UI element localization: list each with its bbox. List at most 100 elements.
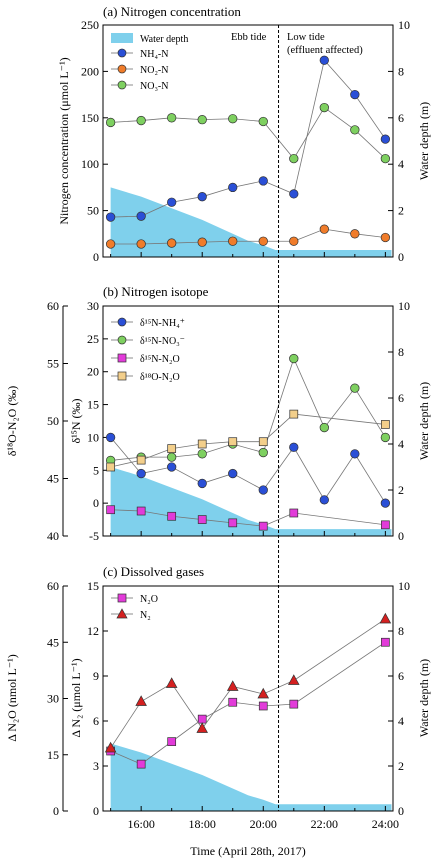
ytick-outer-label-b-3: 55 xyxy=(47,357,59,371)
point-b-3-2 xyxy=(167,444,177,453)
point-b-1-3 xyxy=(197,449,207,459)
ytick-left-label-c-4: 12 xyxy=(87,624,99,638)
point-b-2-1 xyxy=(136,506,146,516)
point-c-0-1 xyxy=(136,759,146,769)
legend-d18o-n2o-label: δ¹⁸O-N₂O xyxy=(140,372,180,383)
series-line-a-2 xyxy=(110,107,386,160)
ytick-outer-label-c-1: 15 xyxy=(47,748,59,762)
panel-a-water-area xyxy=(110,187,392,257)
point-b-0-7 xyxy=(319,495,329,505)
point-b-3-7 xyxy=(381,420,390,429)
point-b-3-3 xyxy=(197,439,207,449)
panel-a-ticks: 0 50 100 150 200 250 0 2 4 6 8 10 xyxy=(81,18,410,264)
panel-a-ylabel: Nitrogen concentration (μmol L⁻¹) xyxy=(57,57,71,224)
point-a-0-3 xyxy=(197,192,207,202)
panel-c-series xyxy=(104,612,392,769)
point-a-2-9 xyxy=(380,153,391,164)
legend-d18o-n2o-marker xyxy=(117,371,127,381)
series-line-a-1 xyxy=(110,228,386,245)
panel-b-ticks: -5 0 5 10 15 20 25 30 0 2 4 6 8 10 40 45 50 55 60 xyxy=(47,299,410,543)
panel-b-water-area xyxy=(110,467,392,536)
point-c-0-3 xyxy=(197,714,207,724)
point-a-0-2 xyxy=(167,197,177,207)
point-b-3-4 xyxy=(228,437,238,447)
point-b-3-1 xyxy=(136,455,146,465)
point-a-2-0 xyxy=(105,117,116,128)
legend-nh4-marker xyxy=(117,48,127,58)
legend-d15n-nh4-label: δ¹⁵N-NH₄⁺ xyxy=(140,318,185,329)
ytick-outer-label-c-0: 0 xyxy=(53,804,59,818)
panel-a-series xyxy=(105,55,391,249)
ytick-right-label-a-2: 4 xyxy=(398,157,404,171)
point-b-1-6 xyxy=(289,353,299,364)
point-a-1-0 xyxy=(105,239,116,249)
point-b-0-6 xyxy=(289,442,299,452)
ytick-right-label-b-3: 6 xyxy=(398,391,404,405)
point-c-0-4 xyxy=(228,697,238,707)
panel-b-y3label: δ¹⁸O-N₂O (‰) xyxy=(5,386,19,457)
panel-b-y2label: Water depth (m) xyxy=(417,382,431,460)
ytick-left-label-b-4: 15 xyxy=(87,398,99,412)
ytick-left-label-c-3: 9 xyxy=(93,669,99,683)
legend-water-depth-swatch xyxy=(111,33,133,43)
point-b-0-8 xyxy=(350,449,360,459)
ytick-left-label-c-2: 6 xyxy=(93,714,99,728)
ytick-left-label-a-2: 100 xyxy=(81,157,99,171)
point-b-1-2 xyxy=(167,452,177,462)
series-line-c-1 xyxy=(110,618,386,749)
panel-a-effluent: (effluent affected) xyxy=(287,45,363,56)
series-line-c-0 xyxy=(110,641,386,765)
ytick-left-label-a-0: 0 xyxy=(93,250,99,264)
point-a-1-9 xyxy=(380,232,391,243)
point-c-0-5 xyxy=(258,701,268,711)
legend-n2-marker xyxy=(116,608,128,619)
point-b-2-4 xyxy=(228,518,238,528)
point-b-2-5 xyxy=(258,521,268,531)
point-a-0-6 xyxy=(289,189,299,199)
ytick-left-label-a-1: 50 xyxy=(87,204,99,218)
xtick-label-3: 22:00 xyxy=(311,817,338,831)
ytick-right-label-b-2: 4 xyxy=(398,437,404,451)
point-c-1-5 xyxy=(257,687,270,699)
point-c-1-7 xyxy=(379,612,392,624)
panel-a-low-tide: Low tide xyxy=(287,32,325,43)
point-a-1-6 xyxy=(289,236,299,246)
ytick-outer-label-c-3: 45 xyxy=(47,635,59,649)
point-a-0-1 xyxy=(136,211,146,221)
point-c-1-2 xyxy=(165,677,178,688)
point-b-0-0 xyxy=(105,432,116,443)
panel-c-y3label: Δ N₂O (nmol L⁻¹) xyxy=(5,654,19,742)
ytick-right-label-c-1: 2 xyxy=(398,759,404,773)
panel-a-legend: Water depth NH₄-N NO₂-N NO₃-N xyxy=(111,33,188,92)
ytick-left-label-c-0: 0 xyxy=(93,804,99,818)
panel-a-title: (a) Nitrogen concentration xyxy=(103,4,241,19)
legend-no2-marker xyxy=(117,64,127,74)
ytick-right-label-a-5: 10 xyxy=(398,18,410,32)
panel-c-y2label: Water depth (m) xyxy=(417,659,431,737)
point-c-0-2 xyxy=(167,737,177,746)
panel-a-y2label: Water depth (m) xyxy=(417,102,431,180)
panel-b-legend: δ¹⁵N-NH₄⁺ δ¹⁵N-NO₃⁻ δ¹⁵N-N₂O δ¹⁸O-N₂O xyxy=(111,317,185,383)
point-b-3-0 xyxy=(106,462,115,472)
legend-n2o-marker xyxy=(117,593,127,603)
legend-d15n-nh4-marker xyxy=(117,317,127,327)
legend-d15n-no3-label: δ¹⁵N-NO₃⁻ xyxy=(140,336,185,347)
ytick-outer-label-c-2: 30 xyxy=(47,692,59,706)
panel-c-frame xyxy=(102,585,394,812)
ytick-right-label-a-0: 0 xyxy=(398,250,404,264)
point-a-0-9 xyxy=(380,134,391,144)
point-b-0-2 xyxy=(167,462,177,472)
point-a-0-4 xyxy=(228,182,238,193)
legend-d15n-no3-marker xyxy=(117,335,127,345)
ytick-left-label-b-0: -5 xyxy=(89,529,99,543)
point-a-1-8 xyxy=(350,229,360,239)
panel-b-ylabel: δ¹⁵N (‰) xyxy=(69,398,83,443)
xtick-label-4: 24:00 xyxy=(372,817,399,831)
point-b-2-7 xyxy=(381,520,390,530)
ytick-right-label-a-3: 6 xyxy=(398,111,404,125)
point-a-2-4 xyxy=(228,114,238,124)
point-b-0-3 xyxy=(197,478,207,489)
ytick-left-label-c-5: 15 xyxy=(87,579,99,593)
series-line-b-3 xyxy=(110,413,386,468)
xtick-label-0: 16:00 xyxy=(127,817,154,831)
